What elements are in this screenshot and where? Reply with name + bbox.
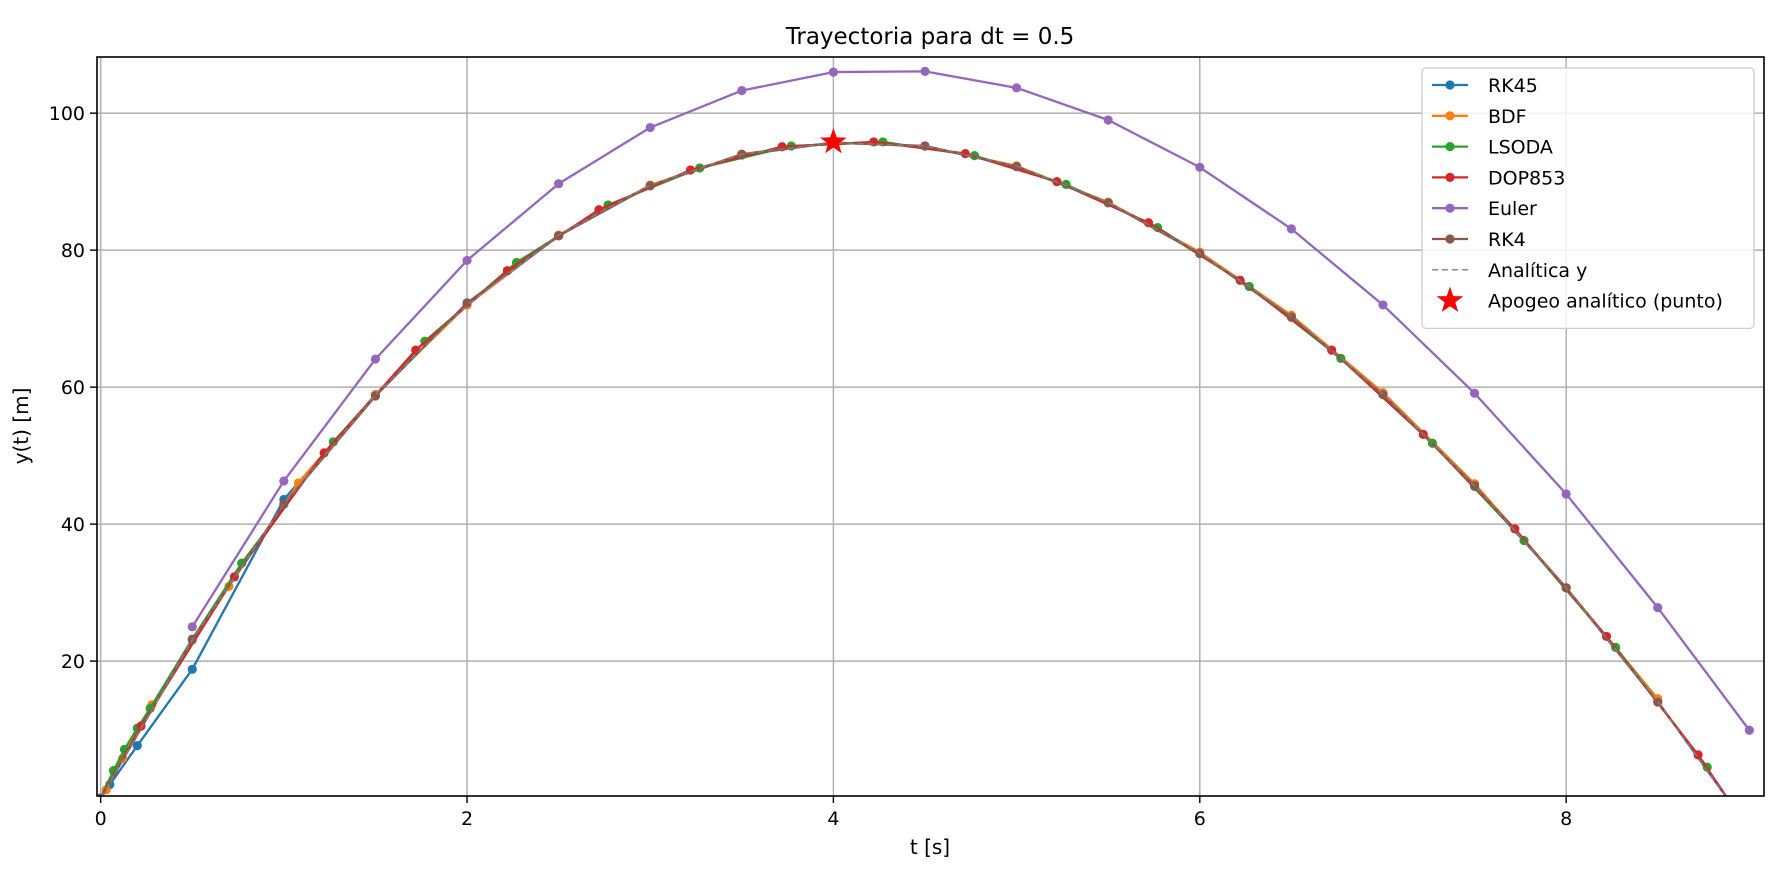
legend-item-bdf: BDF: [1432, 106, 1527, 128]
legend-item-rk4: RK4: [1432, 229, 1526, 251]
legend-label: Euler: [1488, 198, 1537, 220]
data-point-euler: [279, 476, 289, 486]
data-point-euler: [828, 67, 839, 77]
data-point-rk45: [132, 741, 142, 751]
legend-swatch-star: [1436, 286, 1464, 312]
data-point-euler: [187, 622, 197, 632]
y-tick-label: 100: [49, 103, 85, 125]
legend-swatch-marker: [1445, 203, 1455, 213]
data-point-euler: [1286, 224, 1296, 234]
y-tick-label: 60: [61, 377, 85, 399]
legend-item-anal-tica-y: Analítica y: [1432, 260, 1587, 282]
apogee-star-marker: [820, 127, 847, 154]
data-point-euler: [1561, 489, 1571, 499]
legend-item-dop853: DOP853: [1432, 167, 1565, 189]
legend-label: Analítica y: [1488, 260, 1587, 282]
legend-box: [1421, 67, 1755, 329]
x-axis-label: t [s]: [910, 835, 950, 859]
data-point-rk4: [920, 141, 930, 151]
chart-title: Trayectoria para dt = 0.5: [785, 24, 1075, 50]
x-axis-ticks: 0 2 4 6 8: [95, 796, 1572, 830]
series-layer: [97, 66, 1754, 796]
legend-swatch-marker: [1445, 80, 1455, 90]
legend-label: Apogeo analítico (punto): [1488, 291, 1723, 313]
legend-label: RK4: [1488, 229, 1526, 251]
legend-item-rk45: RK45: [1432, 75, 1538, 97]
x-tick-label: 8: [1560, 808, 1572, 830]
x-tick-label: 2: [461, 808, 473, 830]
data-point-rk45: [187, 664, 197, 674]
data-point-euler: [1378, 300, 1388, 310]
data-point-euler: [370, 354, 381, 364]
legend-label: LSODA: [1488, 137, 1553, 159]
y-axis-label: y(t) [m]: [9, 388, 33, 465]
plot-frame: [96, 56, 1765, 797]
legend-swatch-marker: [1445, 172, 1455, 182]
legend-label: BDF: [1488, 106, 1527, 128]
legend-item-lsoda: LSODA: [1432, 137, 1553, 159]
data-point-euler: [1011, 83, 1022, 93]
data-point-dop853: [1693, 750, 1703, 760]
y-tick-label: 80: [61, 240, 85, 262]
series-line-euler: [191, 70, 1751, 731]
data-point-euler: [1469, 388, 1480, 398]
series-line-anal-tica-y: [101, 141, 1727, 796]
y-tick-label: 40: [61, 514, 85, 536]
legend-swatch-marker: [1445, 234, 1455, 244]
data-point-euler: [554, 179, 564, 189]
data-point-rk4: [645, 181, 655, 191]
legend-label: RK45: [1488, 75, 1538, 97]
data-point-euler: [1103, 115, 1113, 125]
legend-item-euler: Euler: [1432, 198, 1537, 220]
data-point-euler: [462, 255, 472, 266]
series-anal-tica-y: [101, 141, 1727, 796]
data-point-euler: [1744, 725, 1754, 735]
data-point-euler: [920, 66, 930, 76]
legend-swatch-marker: [1445, 111, 1455, 121]
data-point-euler: [1653, 603, 1663, 613]
data-point-rk4: [462, 298, 472, 308]
x-tick-label: 6: [1194, 808, 1206, 830]
series-euler: [187, 66, 1754, 735]
data-point-euler: [737, 85, 747, 96]
legend-label: DOP853: [1488, 167, 1565, 189]
x-tick-label: 0: [95, 808, 107, 830]
y-tick-label: 20: [61, 651, 85, 673]
data-point-euler: [1195, 162, 1205, 172]
data-point-euler: [645, 122, 655, 133]
legend-item-apogeo-anal-tico-punto-: Apogeo analítico (punto): [1436, 286, 1723, 313]
y-axis-ticks: 20 40 60 80 100: [49, 103, 97, 673]
x-tick-label: 4: [827, 808, 839, 830]
legend-swatch-marker: [1445, 142, 1455, 152]
legend: RK45 BDF LSODA DOP853 Euler RK4 Analítica y Apo…: [1421, 67, 1755, 329]
